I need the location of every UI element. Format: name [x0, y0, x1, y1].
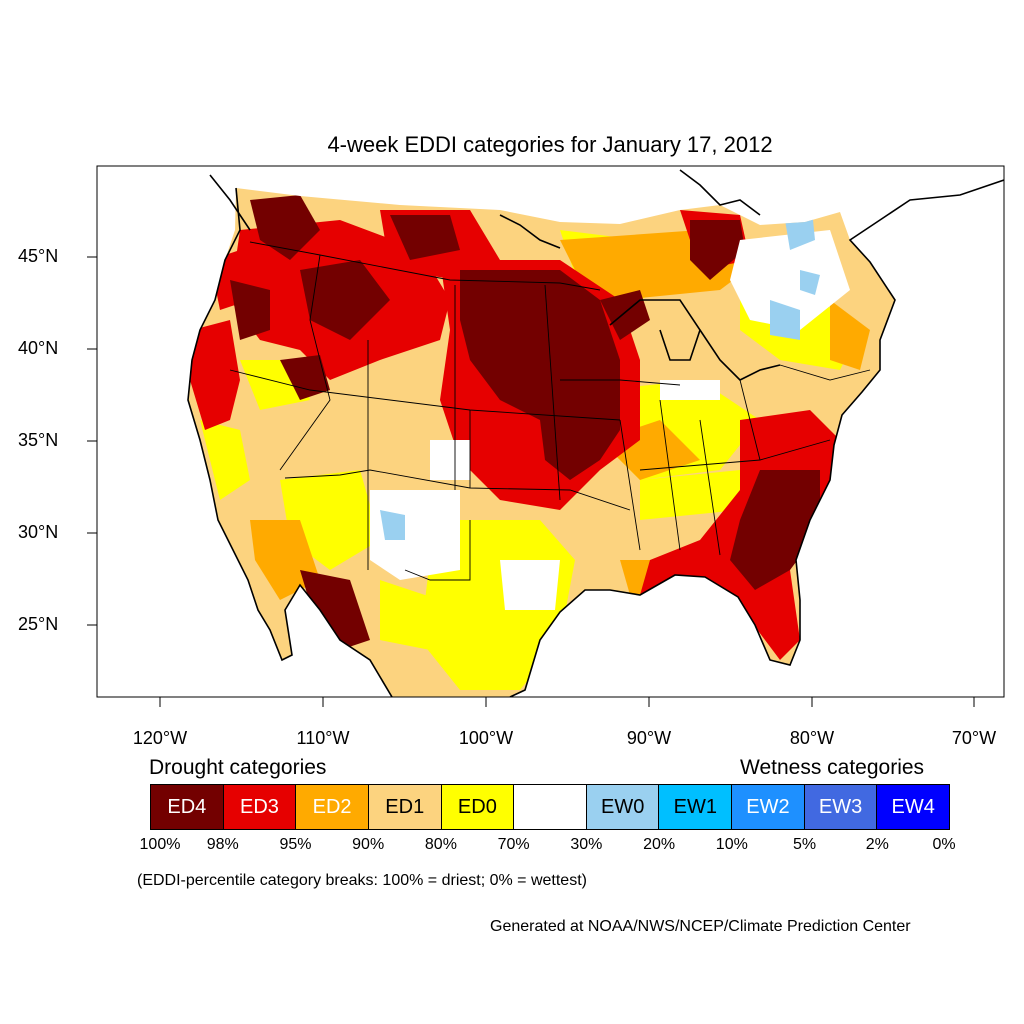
map-title: 4-week EDDI categories for January 17, 2…: [327, 132, 773, 157]
lon-label-70w: 70°W: [951, 728, 997, 748]
legend-footnote: (EDDI-percentile category breaks: 100% =…: [137, 872, 587, 889]
legend-cell-ew1: EW1: [659, 785, 733, 829]
lon-label-100w: 100°W: [458, 728, 514, 748]
legend-cell-ew3: EW3: [804, 785, 878, 829]
lat-label-30n: 30°N: [18, 522, 59, 542]
legend-break-label: 98%: [206, 836, 239, 853]
lon-label-80w: 80°W: [789, 728, 835, 748]
eddi-field: [188, 188, 895, 697]
legend-color-bar: ED4 ED3 ED2 ED1 ED0 EW0 EW1 EW2 EW3 EW4: [150, 784, 950, 830]
legend-break-label: 2%: [865, 836, 889, 853]
legend-break-label: 10%: [715, 836, 748, 853]
lon-label-90w: 90°W: [626, 728, 672, 748]
lat-label-25n: 25°N: [18, 614, 59, 634]
legend-cell-ed1: ED1: [368, 785, 442, 829]
lon-label-110w: 110°W: [296, 728, 350, 748]
lat-label-40n: 40°N: [18, 338, 59, 358]
legend-cell-ew0: EW0: [586, 785, 660, 829]
legend-break-label: 0%: [932, 836, 956, 853]
legend-break-label: 100%: [139, 836, 181, 853]
legend-cell-ed3: ED3: [223, 785, 297, 829]
legend-cell-ew2: EW2: [732, 785, 805, 829]
legend-break-label: 70%: [497, 836, 530, 853]
legend-break-label: 5%: [792, 836, 817, 853]
credit-line: Generated at NOAA/NWS/NCEP/Climate Predi…: [490, 918, 911, 935]
lon-label-120w: 120°W: [132, 728, 188, 748]
state-borders: [229, 241, 871, 581]
map-frame: [87, 165, 1005, 707]
legend-break-label: 95%: [279, 836, 312, 853]
legend-break-label: 80%: [424, 836, 457, 853]
legend-break-label: 90%: [352, 836, 385, 853]
legend-break-label: 30%: [570, 836, 603, 853]
drought-categories-heading: Drought categories: [149, 756, 327, 779]
legend-cell-ed0: ED0: [441, 785, 515, 829]
wetness-categories-heading: Wetness categories: [740, 756, 925, 779]
lat-label-45n: 45°N: [18, 246, 59, 266]
legend-cell-ed2: ED2: [296, 785, 369, 829]
lat-label-35n: 35°N: [18, 430, 59, 450]
legend-cell-ed4: ED4: [151, 785, 224, 829]
coastline: [187, 169, 1004, 697]
legend-break-label: 20%: [643, 836, 676, 853]
legend-cell-neutral: [514, 785, 587, 829]
legend-cell-ew4: EW4: [877, 785, 950, 829]
